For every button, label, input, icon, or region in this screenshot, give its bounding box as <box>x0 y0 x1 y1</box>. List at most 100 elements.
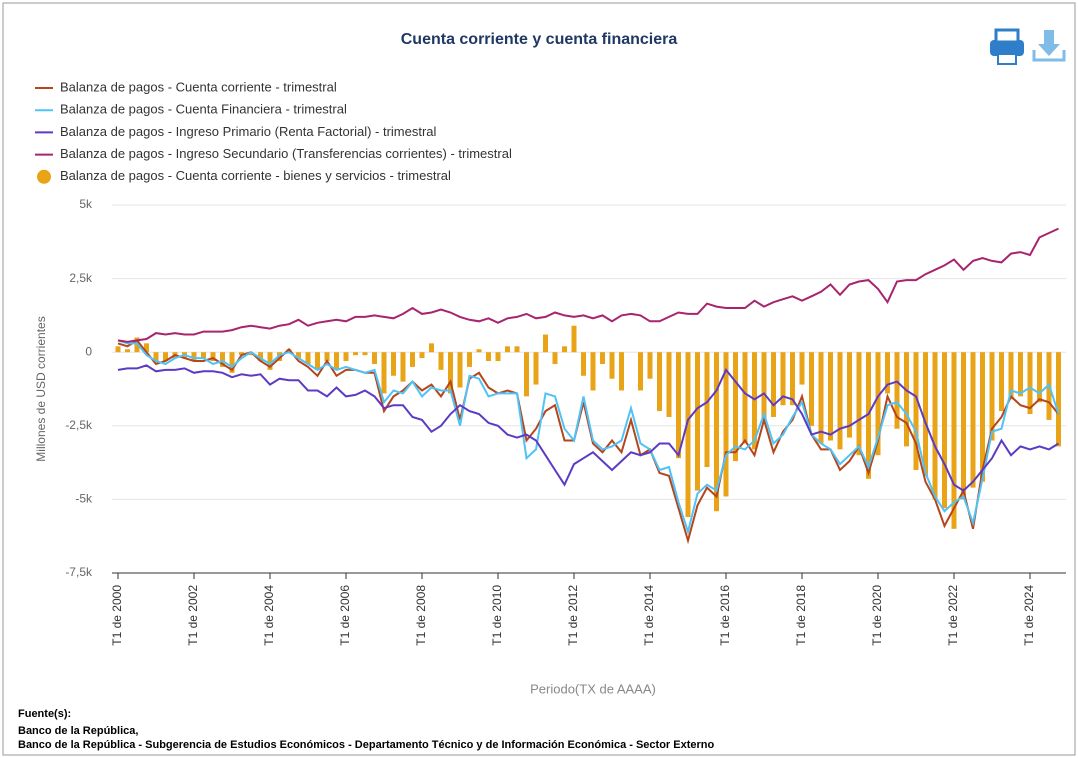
bar <box>676 352 681 459</box>
bar <box>191 352 197 362</box>
y-tick-label: -5k <box>75 492 93 506</box>
legend-label: Balanza de pagos - Cuenta corriente - bi… <box>60 168 451 183</box>
bar <box>761 352 767 420</box>
bar <box>657 352 662 412</box>
bar <box>220 352 225 367</box>
bar <box>533 352 539 385</box>
bar <box>343 352 349 362</box>
bar <box>296 352 301 359</box>
bar <box>733 352 738 462</box>
bar <box>685 352 691 518</box>
x-tick-label: T1 de 2016 <box>718 585 732 646</box>
legend-label: Balanza de pagos - Ingreso Primario (Ren… <box>60 124 437 139</box>
bar <box>619 352 624 391</box>
bar <box>970 352 976 488</box>
bar <box>448 352 453 394</box>
bar <box>904 352 909 447</box>
bar <box>828 352 833 441</box>
footer-line: Banco de la República - Subgerencia de E… <box>18 739 714 751</box>
bar <box>847 352 852 438</box>
bar <box>866 352 871 479</box>
bar <box>305 352 311 364</box>
bar <box>457 352 463 388</box>
bar <box>666 352 672 417</box>
bar <box>913 352 919 470</box>
x-tick-label: T1 de 2010 <box>490 585 504 646</box>
bar <box>144 343 149 353</box>
bar <box>476 349 482 353</box>
bar <box>324 352 330 362</box>
chart-title: Cuenta corriente y cuenta financiera <box>401 31 678 48</box>
bar <box>163 352 168 362</box>
legend-label: Balanza de pagos - Cuenta corriente - tr… <box>60 79 337 94</box>
bar <box>153 352 159 362</box>
bar <box>647 352 653 379</box>
bar <box>799 352 805 385</box>
bar <box>942 352 947 509</box>
bar <box>989 352 995 441</box>
bar <box>505 346 510 353</box>
bar <box>951 352 957 529</box>
y-tick-label: -2,5k <box>65 418 93 432</box>
bar <box>885 352 890 394</box>
bar <box>115 346 121 353</box>
bar <box>514 346 520 353</box>
legend-label: Balanza de pagos - Ingreso Secundario (T… <box>60 146 512 161</box>
x-tick-label: T1 de 2008 <box>414 585 428 646</box>
bar <box>581 352 586 376</box>
line <box>117 364 1060 492</box>
x-tick-label: T1 de 2018 <box>794 585 808 646</box>
bar <box>638 352 643 391</box>
footer-label: Fuente(s): <box>18 708 71 720</box>
y-tick-label: 5k <box>79 197 93 211</box>
x-tick-label: T1 de 2012 <box>566 585 580 646</box>
line <box>117 339 1060 536</box>
bar <box>277 352 282 362</box>
bar <box>362 352 368 356</box>
bar <box>714 352 719 512</box>
bar <box>609 352 615 379</box>
bar <box>780 352 786 406</box>
bar <box>837 352 843 450</box>
bar <box>248 352 254 356</box>
x-tick-label: T1 de 2024 <box>1022 585 1036 646</box>
line <box>117 227 1059 343</box>
bar <box>1037 352 1042 403</box>
bar <box>961 352 966 500</box>
bar <box>438 352 444 370</box>
bar <box>125 349 130 353</box>
bar <box>856 352 862 456</box>
bar <box>429 343 434 353</box>
bar <box>201 352 206 359</box>
bar <box>334 352 339 370</box>
bar <box>1027 352 1033 415</box>
bar <box>790 352 795 406</box>
bar <box>267 352 273 370</box>
bar <box>894 352 900 429</box>
legend-marker <box>37 169 51 184</box>
bar <box>562 346 567 353</box>
bar <box>210 352 216 362</box>
bar <box>590 352 596 391</box>
bar <box>818 352 824 444</box>
bar <box>229 352 235 373</box>
bar <box>999 352 1004 412</box>
download-button[interactable] <box>1032 30 1066 62</box>
print-button[interactable] <box>990 28 1024 65</box>
bar <box>571 325 577 353</box>
bar <box>1018 352 1023 397</box>
bar <box>258 352 263 362</box>
bar <box>495 352 501 362</box>
bar <box>771 352 776 417</box>
bar <box>381 352 387 394</box>
bar <box>742 352 748 444</box>
x-axis-title: Periodo(TX de AAAA) <box>530 681 656 696</box>
bar <box>353 352 358 356</box>
bar <box>552 352 558 364</box>
bar <box>467 352 472 367</box>
bar <box>809 352 814 426</box>
bar <box>486 352 491 362</box>
y-axis-title: Millones de USD corrientes <box>34 316 48 461</box>
